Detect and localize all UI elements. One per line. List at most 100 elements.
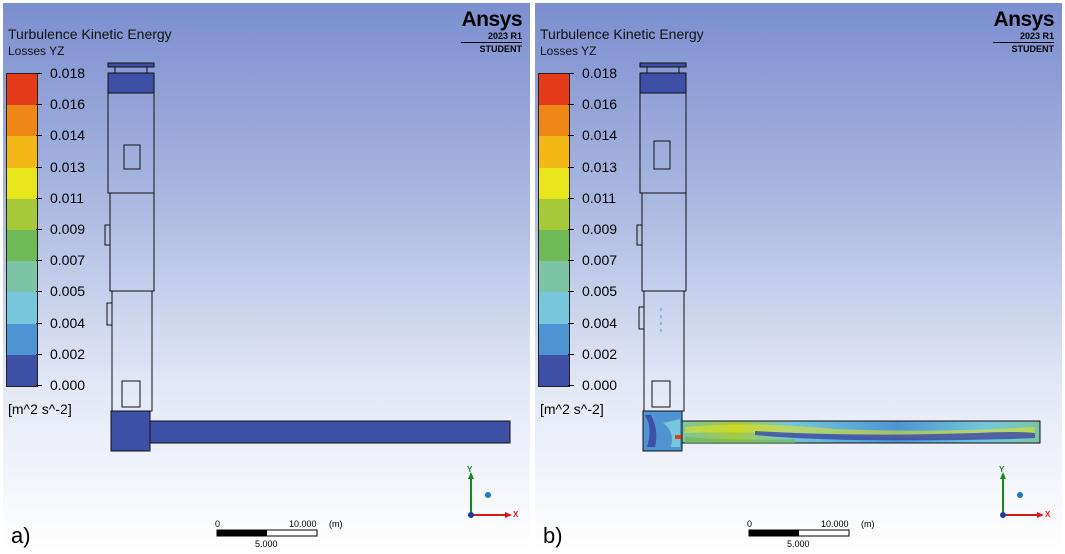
legend-color-band [539, 74, 569, 106]
origin-dot [468, 512, 474, 518]
legend-tick-mark [568, 353, 574, 355]
axis-triad [1000, 472, 1044, 518]
geometry-view [636, 62, 1041, 452]
legend-tick-mark [568, 73, 574, 74]
scale-bar-fill [217, 530, 267, 536]
z-axis-dot [485, 492, 491, 498]
legend-tick-mark [568, 197, 574, 199]
legend-tick-mark [36, 353, 42, 355]
logo-edition: STUDENT [1011, 44, 1055, 54]
legend-color-band [7, 105, 37, 137]
legend-color-band [7, 261, 37, 293]
ansys-logo: Ansys 2023 R1 STUDENT [993, 9, 1054, 55]
y-axis-label: Y [999, 465, 1005, 474]
side-nozzle [638, 306, 645, 330]
axis-triad [468, 472, 512, 518]
column-window [653, 140, 671, 170]
scale-bar [216, 529, 318, 537]
x-axis-label: X [1045, 510, 1051, 519]
legend-units: [m^2 s^-2] [540, 401, 604, 417]
legend-tick-label: 0.016 [582, 96, 618, 113]
legend-color-band [7, 230, 37, 262]
scale-start-label: 0 [215, 519, 221, 529]
legend-tick-mark [36, 166, 42, 168]
legend-tick-mark [36, 135, 42, 137]
legend-color-band [7, 198, 37, 230]
contour-title: Turbulence Kinetic Energy [540, 26, 704, 42]
legend-tick-label: 0.009 [582, 221, 618, 237]
scale-bar-fill [749, 530, 799, 536]
ansys-logo: Ansys 2023 R1 STUDENT [461, 9, 522, 55]
legend-color-band [539, 198, 569, 230]
pipe-contour-low [755, 431, 1035, 441]
scale-end-label: 10.000 [289, 519, 317, 529]
legend-color-band [7, 354, 37, 386]
legend-color-band [539, 167, 569, 199]
contour-title: Turbulence Kinetic Energy [8, 26, 172, 42]
scale-mid-label: 5.000 [255, 539, 278, 549]
legend-color-band [7, 136, 37, 168]
x-axis-arrow [1037, 512, 1044, 518]
legend-color-band [7, 74, 37, 106]
legend-tick-label: 0.007 [50, 252, 86, 269]
legend-tick-label: 0.013 [582, 158, 618, 175]
contour-subtitle: Losses YZ [540, 44, 597, 58]
y-axis-arrow [1000, 472, 1006, 479]
legend-tick-label: 0.016 [50, 96, 86, 113]
legend-color-band [539, 230, 569, 262]
column-window [123, 144, 141, 170]
legend-color-band [7, 292, 37, 324]
logo-version: 2023 R1 [461, 30, 522, 43]
origin-dot [1000, 512, 1006, 518]
chamber-contour [645, 415, 657, 447]
side-nozzle [636, 224, 643, 246]
legend-tick-label: 0.018 [50, 65, 86, 81]
legend-color-band [539, 105, 569, 137]
legend-tick-mark [568, 260, 574, 262]
legend-tick-mark [36, 229, 42, 230]
legend-tick-mark [36, 104, 42, 106]
legend-tick-label: 0.005 [582, 283, 618, 300]
legend-tick-label: 0.000 [582, 377, 618, 393]
viewport-panel-b[interactable]: Turbulence Kinetic Energy Losses YZ Ansy… [535, 3, 1062, 551]
legend-color-band [539, 261, 569, 293]
viewport-panel-a[interactable]: Turbulence Kinetic Energy Losses YZ Ansy… [3, 3, 530, 551]
legend-tick-mark [568, 291, 574, 293]
legend-tick-label: 0.002 [582, 345, 618, 362]
geometry-view [104, 62, 511, 452]
legend-tick-label: 0.011 [50, 189, 84, 206]
contour-subtitle: Losses YZ [8, 44, 65, 58]
legend-color-band [539, 354, 569, 386]
legend-color-band [7, 167, 37, 199]
top-cap [107, 62, 155, 68]
legend-tick-label: 0.005 [50, 283, 86, 300]
panel-label: b) [543, 523, 563, 548]
panel-label: a) [11, 523, 31, 548]
legend-tick-mark [568, 322, 574, 324]
legend-tick-label: 0.007 [582, 252, 618, 269]
x-axis-label: X [513, 510, 519, 519]
legend-color-band [539, 136, 569, 168]
scale-end-label: 10.000 [821, 519, 849, 529]
z-axis-dot [1017, 492, 1023, 498]
logo-version: 2023 R1 [993, 30, 1054, 43]
bottom-chamber [110, 410, 151, 452]
scale-mid-label: 5.000 [787, 539, 810, 549]
legend-tick-mark [568, 166, 574, 168]
legend-color-band [539, 292, 569, 324]
legend-color-band [7, 323, 37, 355]
legend-tick-mark [36, 385, 42, 386]
outlet-pipe [149, 420, 511, 444]
legend-tick-mark [36, 197, 42, 199]
legend-tick-mark [568, 135, 574, 137]
legend-tick-mark [36, 291, 42, 293]
legend-tick-label: 0.013 [50, 158, 86, 175]
top-cap [639, 62, 687, 68]
legend-tick-label: 0.004 [582, 314, 618, 331]
logo-edition: STUDENT [479, 44, 523, 54]
hotspot-contour [675, 435, 683, 439]
pipe-contour-mid [685, 437, 795, 443]
legend-tick-label: 0.004 [50, 314, 86, 331]
legend-tick-label: 0.002 [50, 345, 86, 362]
legend-tick-mark [36, 260, 42, 262]
